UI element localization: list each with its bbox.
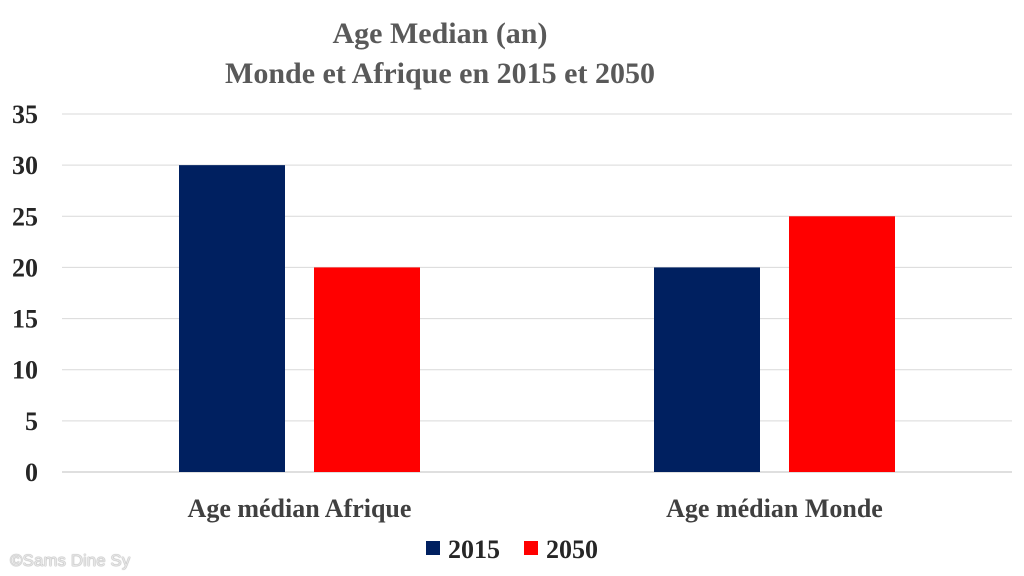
x-category-label: Age médian Monde: [666, 494, 883, 523]
x-category-label: Age médian Afrique: [188, 494, 412, 523]
watermark: ©Sams Dine Sy: [10, 551, 131, 570]
chart-subtitle: Monde et Afrique en 2015 et 2050: [225, 57, 655, 90]
bar-2015-2: [654, 267, 760, 472]
legend-swatch-2015: [426, 541, 440, 555]
bars: [179, 165, 895, 472]
bar-2015-1: [179, 165, 285, 472]
y-tick-label: 5: [25, 407, 38, 436]
y-tick-label: 30: [12, 151, 38, 180]
chart-title: Age Median (an): [333, 17, 548, 50]
y-tick-label: 25: [12, 202, 38, 231]
legend-label: 2050: [546, 535, 598, 564]
y-axis-ticks: 0 5 10 15 20 25 30 35: [12, 100, 38, 487]
y-tick-label: 10: [12, 356, 38, 385]
legend-label: 2015: [448, 535, 500, 564]
y-tick-label: 15: [12, 305, 38, 334]
legend: 2015 2050: [426, 535, 598, 564]
y-tick-label: 0: [25, 458, 38, 487]
bar-2050-1: [314, 267, 420, 472]
y-tick-label: 35: [12, 100, 38, 129]
x-axis-labels: Age médian Afrique Age médian Monde: [188, 494, 883, 523]
y-tick-label: 20: [12, 253, 38, 282]
bar-2050-2: [789, 216, 895, 472]
legend-swatch-2050: [524, 541, 538, 555]
